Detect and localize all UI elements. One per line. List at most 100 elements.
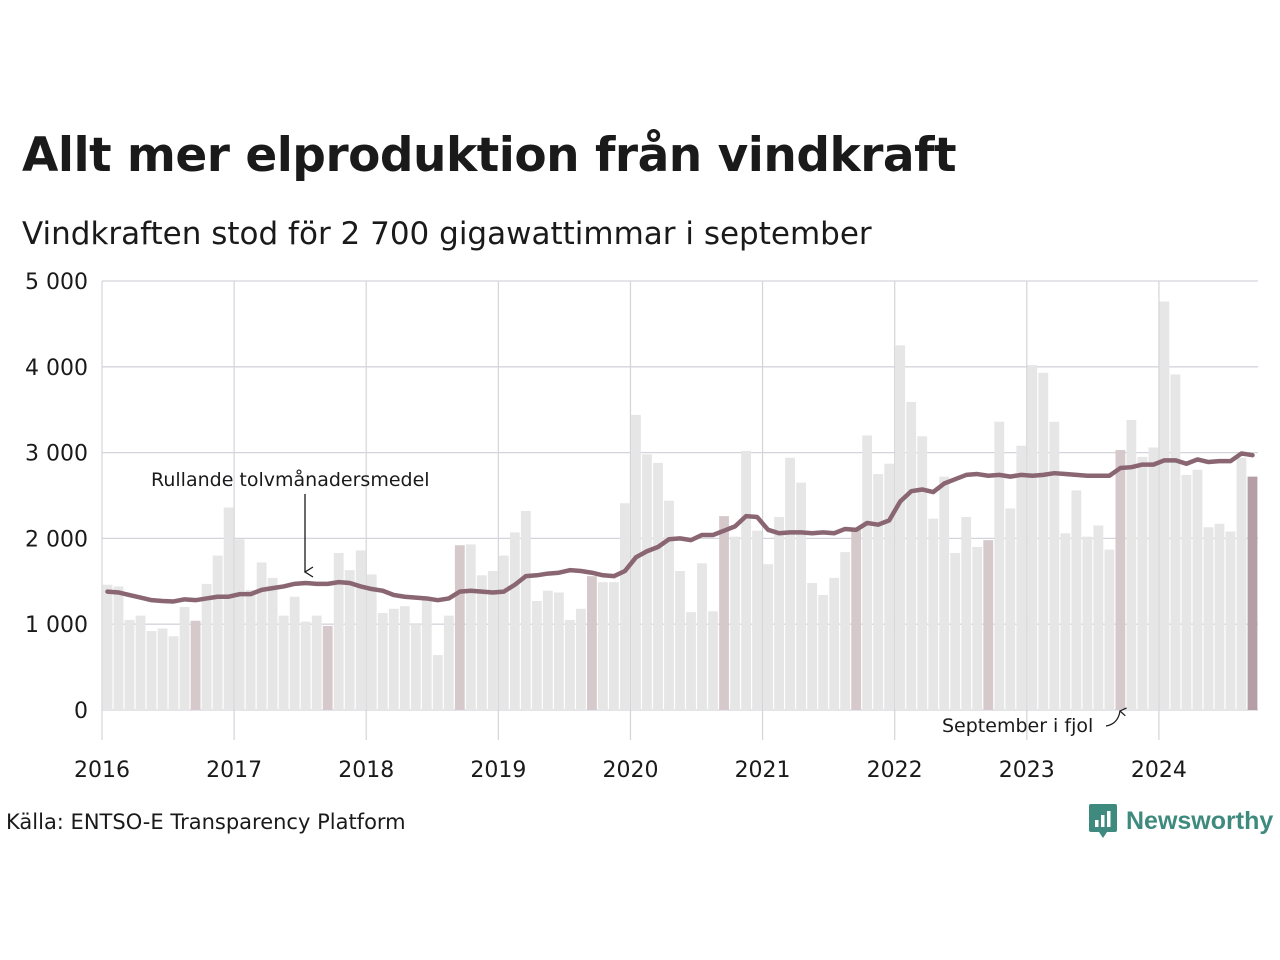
y-tick-label: 4 000 bbox=[25, 356, 88, 381]
y-tick-label: 1 000 bbox=[25, 613, 88, 638]
bar bbox=[113, 586, 124, 710]
bar bbox=[840, 552, 851, 710]
bar bbox=[895, 345, 906, 710]
bar bbox=[1203, 527, 1214, 710]
bar bbox=[1016, 445, 1027, 710]
bar bbox=[1126, 420, 1137, 710]
bar bbox=[223, 507, 234, 710]
bar bbox=[135, 615, 146, 710]
bar bbox=[972, 546, 983, 710]
bar bbox=[498, 555, 509, 710]
bar-september bbox=[190, 620, 201, 710]
bar bbox=[642, 454, 652, 710]
bar bbox=[939, 476, 950, 710]
bar bbox=[399, 606, 410, 710]
bar bbox=[994, 421, 1005, 710]
x-tick-label: 2017 bbox=[206, 758, 262, 783]
bar bbox=[818, 595, 829, 710]
bar bbox=[763, 564, 773, 710]
y-tick-label: 0 bbox=[74, 699, 88, 724]
bar bbox=[1236, 457, 1247, 710]
rolling-average-series bbox=[105, 451, 1255, 604]
x-tick-label: 2020 bbox=[602, 758, 658, 783]
bar bbox=[1225, 531, 1236, 710]
x-tick-label: 2022 bbox=[867, 758, 923, 783]
bar bbox=[1005, 508, 1016, 710]
bar bbox=[245, 589, 256, 710]
bar-september bbox=[851, 529, 862, 710]
annotations: Rullande tolvmånadersmedel September i f… bbox=[151, 468, 1120, 737]
bar bbox=[774, 516, 784, 710]
bar bbox=[664, 500, 674, 710]
bar bbox=[542, 590, 553, 710]
bar bbox=[1159, 301, 1170, 710]
bar bbox=[1093, 525, 1104, 710]
bar bbox=[102, 584, 113, 710]
bar bbox=[873, 474, 884, 710]
x-tick-label: 2018 bbox=[338, 758, 394, 783]
bar bbox=[531, 601, 542, 710]
source-note: Källa: ENTSO-E Transparency Platform bbox=[6, 810, 406, 834]
bar bbox=[609, 582, 619, 710]
y-tick-label: 3 000 bbox=[25, 442, 88, 467]
bar bbox=[1170, 374, 1181, 710]
bar bbox=[730, 536, 740, 710]
bar bbox=[1192, 469, 1203, 710]
y-tick-label: 2 000 bbox=[25, 527, 88, 552]
bar bbox=[862, 435, 873, 710]
bar bbox=[1049, 421, 1060, 710]
bar bbox=[1071, 490, 1082, 710]
chart-subtitle: Vindkraften stod för 2 700 gigawattimmar… bbox=[22, 216, 872, 252]
bar bbox=[377, 613, 388, 710]
bar bbox=[1181, 474, 1192, 710]
bar bbox=[1214, 523, 1225, 710]
bar bbox=[421, 598, 432, 710]
bar-september bbox=[454, 545, 465, 710]
bar bbox=[653, 462, 663, 710]
bar-september bbox=[983, 540, 994, 710]
axis-labels: 0 1 000 2 000 3 000 4 000 5 000 2016 2017 2018 20… bbox=[25, 270, 1187, 783]
bar bbox=[686, 612, 696, 710]
bar bbox=[212, 555, 223, 710]
bar bbox=[1060, 533, 1071, 710]
bar bbox=[675, 571, 685, 710]
bar bbox=[124, 619, 135, 710]
bar bbox=[157, 628, 168, 710]
bar bbox=[344, 570, 355, 710]
bar bbox=[697, 563, 707, 710]
rolling-average-line bbox=[105, 451, 1255, 604]
bar bbox=[752, 530, 762, 710]
bar bbox=[168, 636, 179, 710]
bar-september bbox=[1247, 476, 1258, 710]
bar-september bbox=[719, 516, 729, 710]
bar bbox=[928, 518, 939, 710]
y-tick-label: 5 000 bbox=[25, 270, 88, 295]
newsworthy-logo[interactable]: Newsworthy bbox=[1088, 803, 1273, 839]
bar bbox=[465, 544, 476, 710]
bar bbox=[179, 607, 190, 710]
bar bbox=[278, 615, 289, 710]
bar bbox=[256, 562, 267, 710]
x-tick-label: 2023 bbox=[999, 758, 1055, 783]
bar bbox=[1038, 372, 1049, 710]
bar bbox=[410, 624, 421, 710]
bar bbox=[598, 582, 608, 710]
bar bbox=[300, 621, 311, 710]
bar bbox=[884, 463, 895, 710]
bar bbox=[576, 608, 586, 710]
brand-name: Newsworthy bbox=[1126, 806, 1274, 835]
bar bbox=[1148, 447, 1159, 710]
bar bbox=[201, 583, 212, 710]
bar-series bbox=[102, 301, 1258, 710]
bar bbox=[620, 503, 630, 710]
chart-plot: 0 1 000 2 000 3 000 4 000 5 000 2016 2017 2018 20… bbox=[25, 270, 1258, 783]
bar-september bbox=[1115, 450, 1126, 710]
bar bbox=[311, 615, 322, 710]
x-tick-label: 2019 bbox=[470, 758, 526, 783]
bar bbox=[917, 436, 928, 710]
bar bbox=[476, 575, 487, 710]
bar bbox=[553, 592, 564, 710]
bar bbox=[807, 583, 818, 710]
bar bbox=[1027, 365, 1038, 710]
bar bbox=[289, 596, 300, 710]
